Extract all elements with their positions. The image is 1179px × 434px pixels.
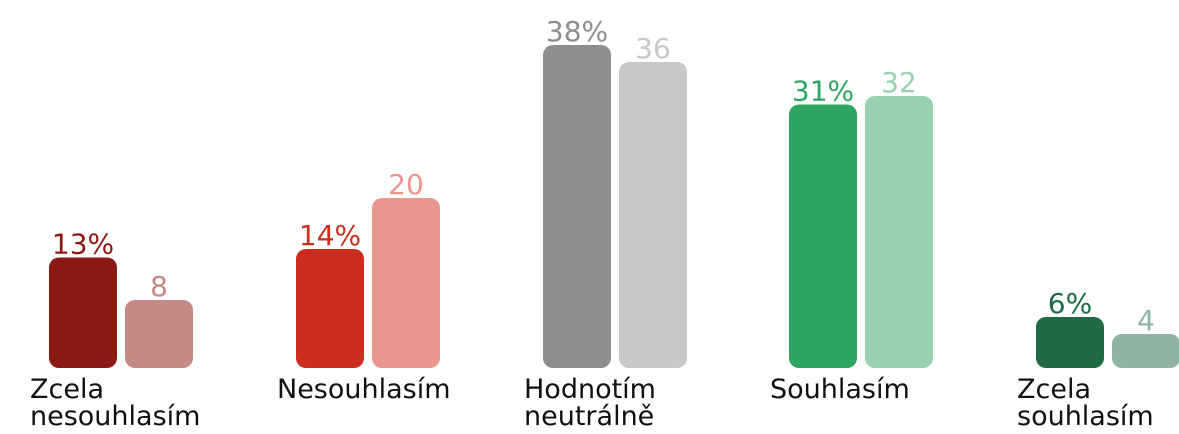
category-label-0-line-0: Zcela — [30, 374, 104, 405]
value-label-1-series-0: 14% — [299, 219, 361, 252]
bar-3-series-1 — [865, 96, 933, 368]
bar-4-series-0 — [1036, 317, 1104, 368]
value-label-4-series-1: 4 — [1137, 304, 1155, 337]
bar-1-series-0 — [296, 249, 364, 368]
bars-group — [49, 45, 1179, 368]
bar-0-series-0 — [49, 257, 117, 368]
bar-3-series-0 — [789, 104, 857, 368]
category-label-1-line-0: Nesouhlasím — [277, 374, 451, 405]
value-label-1-series-1: 20 — [388, 168, 424, 201]
category-label-2-line-1: neutrálně — [524, 401, 654, 432]
value-label-4-series-0: 6% — [1048, 287, 1092, 320]
bar-0-series-1 — [125, 300, 193, 368]
value-label-2-series-0: 38% — [546, 15, 608, 48]
category-label-4-line-0: Zcela — [1017, 374, 1091, 405]
value-label-2-series-1: 36 — [635, 32, 671, 65]
category-label-2-line-0: Hodnotím — [524, 374, 656, 405]
value-label-0-series-0: 13% — [52, 228, 114, 261]
bar-2-series-1 — [619, 62, 687, 368]
value-label-3-series-0: 31% — [792, 75, 854, 108]
bar-1-series-1 — [372, 198, 440, 368]
category-label-0-line-1: nesouhlasím — [30, 401, 200, 432]
bar-2-series-0 — [543, 45, 611, 368]
value-label-0-series-1: 8 — [150, 270, 168, 303]
category-label-3-line-0: Souhlasím — [770, 374, 910, 405]
value-labels-group: 13% 8 14% 20 38% 36 31% 32 6% 4 — [52, 15, 1155, 337]
value-label-3-series-1: 32 — [881, 66, 917, 99]
bar-4-series-1 — [1112, 334, 1179, 368]
category-label-4-line-1: souhlasím — [1017, 401, 1154, 432]
